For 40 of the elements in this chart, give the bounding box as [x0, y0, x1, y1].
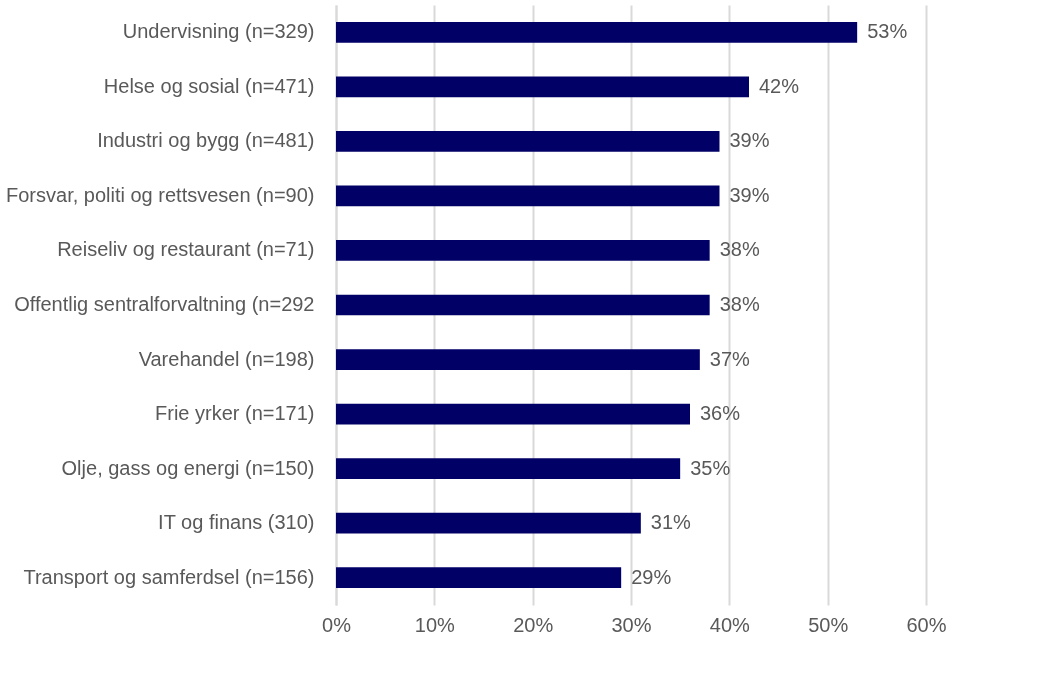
- x-tick-label: 0%: [322, 613, 352, 636]
- bar: [336, 458, 681, 479]
- y-tick-label: IT og finans (310): [158, 511, 315, 534]
- y-tick-label: Olje, gass og energi (n=150): [61, 456, 315, 479]
- data-label: 53%: [867, 20, 908, 43]
- x-tick-label: 10%: [414, 613, 456, 636]
- y-tick-label: Transport og samferdsel (n=156): [23, 565, 315, 588]
- data-label: 39%: [729, 129, 770, 152]
- bar: [336, 240, 710, 261]
- x-tick-label: 20%: [513, 613, 554, 636]
- bar: [336, 512, 641, 534]
- data-label: 38%: [719, 293, 760, 315]
- bar: [336, 567, 622, 589]
- data-label: 38%: [719, 238, 760, 261]
- bar: [336, 21, 858, 43]
- bar: [336, 185, 720, 207]
- y-tick-label: Offentlig sentralforvaltning (n=292: [14, 293, 315, 315]
- data-label: 42%: [759, 74, 800, 97]
- y-tick-label: Helse og sosial (n=471): [103, 74, 315, 97]
- bar: [336, 76, 749, 98]
- x-tick-label: 50%: [808, 613, 849, 636]
- data-label: 36%: [700, 402, 741, 425]
- y-tick-label: Varehandel (n=198): [138, 347, 315, 370]
- bar: [336, 349, 700, 370]
- data-label: 37%: [709, 347, 751, 370]
- x-tick-label: 60%: [906, 613, 947, 636]
- bar: [336, 403, 690, 425]
- y-tick-label: Frie yrker (n=171): [155, 402, 315, 425]
- data-label: 39%: [729, 183, 770, 206]
- y-tick-label: Industri og bygg (n=481): [97, 129, 315, 152]
- data-label: 35%: [690, 456, 731, 479]
- x-tick-label: 40%: [709, 613, 751, 636]
- y-tick-label: Forsvar, politi og rettsvesen (n=90): [6, 183, 315, 206]
- bar: [336, 294, 710, 316]
- x-tick-label: 30%: [611, 613, 652, 636]
- data-label: 31%: [650, 511, 692, 534]
- bar: [336, 131, 720, 152]
- data-label: 29%: [631, 565, 672, 588]
- y-tick-label: Undervisning (n=329): [122, 20, 315, 43]
- y-tick-label: Reiseliv og restaurant (n=71): [57, 238, 315, 261]
